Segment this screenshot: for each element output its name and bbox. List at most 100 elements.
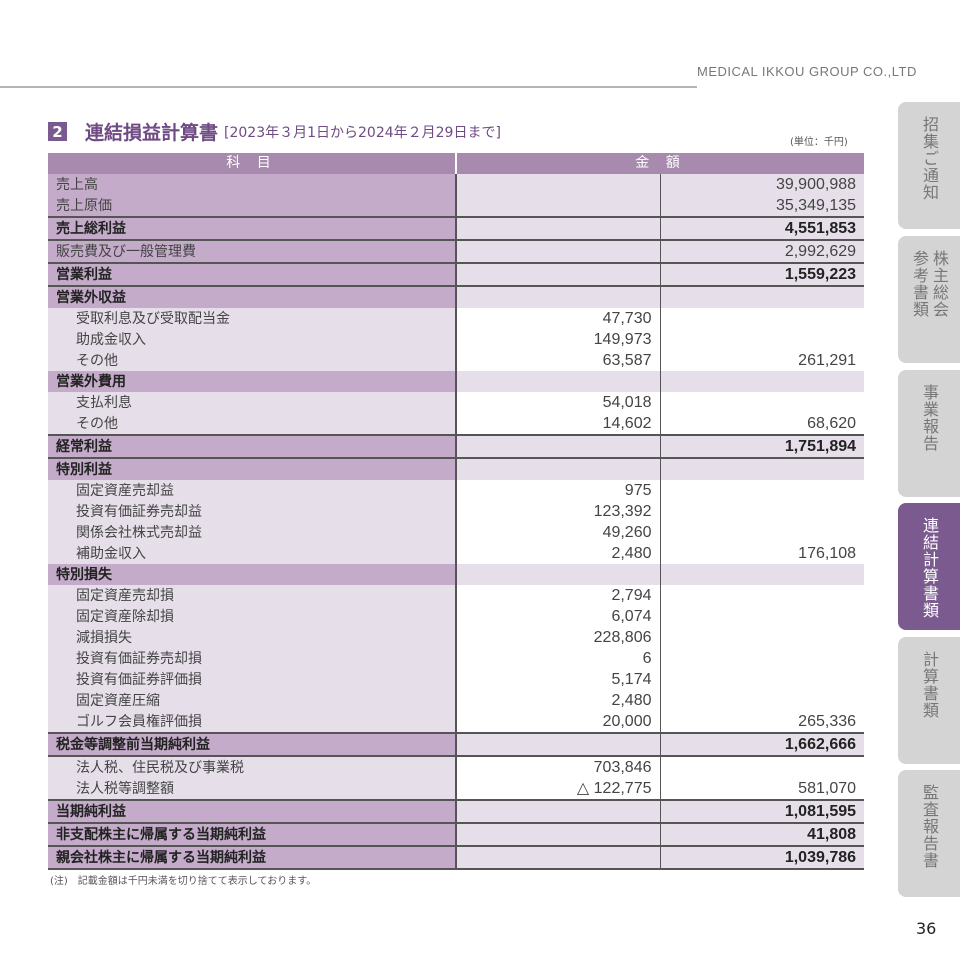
row-sub-amount: [455, 458, 660, 480]
nav-tab[interactable]: 監査報告書: [898, 770, 960, 897]
table-row: ゴルフ会員権評価損 20,000 265,336: [48, 711, 865, 733]
row-amount: [659, 648, 865, 669]
nav-tab[interactable]: 招集ご通知: [898, 102, 960, 229]
table-row: 投資有価証券評価損 5,174: [48, 669, 865, 690]
nav-tab[interactable]: 連結計算書類: [898, 503, 960, 630]
footnote: (注) 記載金額は千円未満を切り捨てて表示しております。: [50, 876, 317, 887]
table-row: 固定資産圧縮 2,480: [48, 690, 865, 711]
row-sub-amount: △ 122,775: [455, 778, 660, 800]
row-sub-amount: [455, 732, 660, 757]
row-sub-amount: [455, 262, 660, 287]
table-row: 営業外費用: [48, 371, 865, 392]
table-row: 特別利益: [48, 458, 865, 480]
table-row: 売上総利益 4,551,853: [48, 216, 865, 241]
row-label: 法人税、住民税及び事業税: [48, 756, 456, 778]
table-row: 固定資産売却損 2,794: [48, 585, 865, 606]
row-label: その他: [48, 413, 456, 435]
row-label: 売上高: [48, 174, 456, 195]
statement-block: 科 目 金 額 売上高 39,900,988 売上原価 35,349,135 売上総利益…: [48, 153, 865, 888]
row-amount: 2,992,629: [659, 240, 865, 263]
row-sub-amount: 975: [455, 480, 660, 501]
table-row: 特別損失: [48, 564, 865, 585]
row-amount: 1,559,223: [659, 262, 865, 287]
nav-tab-label: 株主総会参考書類: [910, 250, 949, 318]
row-amount: 4,551,853: [659, 216, 865, 241]
row-amount: 41,808: [659, 822, 865, 847]
row-label: 助成金収入: [48, 329, 456, 350]
table-row: その他 14,602 68,620: [48, 413, 865, 435]
page-number: 36: [916, 919, 937, 938]
nav-tab-label: 招集ご通知: [920, 116, 939, 201]
row-sub-amount: 2,794: [455, 585, 660, 606]
row-amount: [659, 669, 865, 690]
row-sub-amount: [455, 195, 660, 217]
row-amount: 265,336: [659, 711, 865, 733]
column-header-amount: 金 額: [456, 153, 865, 174]
row-label: 固定資産圧縮: [48, 690, 456, 711]
row-amount: 261,291: [659, 350, 865, 371]
table-row: その他 63,587 261,291: [48, 350, 865, 371]
row-amount: [659, 501, 865, 522]
section-title: 2 連結損益計算書 [2023年３月1日から2024年２月29日まで]: [48, 118, 501, 145]
row-label: 特別損失: [48, 564, 456, 585]
nav-tab[interactable]: 事業報告: [898, 370, 960, 497]
row-sub-amount: 123,392: [455, 501, 660, 522]
row-amount: [659, 458, 865, 480]
row-label: 固定資産売却損: [48, 585, 456, 606]
row-label: 固定資産売却益: [48, 480, 456, 501]
income-statement-table: 科 目 金 額 売上高 39,900,988 売上原価 35,349,135 売上総利益…: [48, 153, 865, 870]
statement-title: 連結損益計算書: [85, 122, 219, 144]
row-amount: [659, 286, 865, 308]
row-amount: 35,349,135: [659, 195, 865, 217]
row-label: 特別利益: [48, 458, 456, 480]
row-label: 経常利益: [48, 434, 456, 459]
row-sub-amount: 20,000: [455, 711, 660, 733]
table-row: 売上高 39,900,988: [48, 174, 865, 195]
row-label: 支払利息: [48, 392, 456, 413]
row-amount: [659, 690, 865, 711]
section-number-badge: 2: [48, 122, 67, 141]
row-amount: 68,620: [659, 413, 865, 435]
row-sub-amount: [455, 174, 660, 195]
row-amount: [659, 585, 865, 606]
table-row: 受取利息及び受取配当金 47,730: [48, 308, 865, 329]
row-label: 法人税等調整額: [48, 778, 456, 800]
nav-tab-label: 計算書類: [920, 651, 939, 719]
table-row: 営業利益 1,559,223: [48, 262, 865, 287]
row-label: 売上総利益: [48, 216, 456, 241]
nav-tab-label: 連結計算書類: [920, 517, 939, 619]
row-amount: 1,039,786: [659, 845, 865, 870]
nav-tab-label: 事業報告: [920, 384, 939, 452]
table-row: 法人税、住民税及び事業税 703,846: [48, 756, 865, 778]
table-row: 投資有価証券売却損 6: [48, 648, 865, 669]
row-sub-amount: [455, 564, 660, 585]
nav-tab[interactable]: 株主総会参考書類: [898, 236, 960, 363]
row-label: 投資有価証券売却益: [48, 501, 456, 522]
row-amount: [659, 606, 865, 627]
table-row: 非支配株主に帰属する当期純利益 41,808: [48, 822, 865, 847]
column-header-item: 科 目: [48, 153, 457, 174]
table-row: 当期純利益 1,081,595: [48, 799, 865, 824]
row-amount: [659, 756, 865, 778]
table-row: 補助金収入 2,480 176,108: [48, 543, 865, 564]
row-sub-amount: 2,480: [455, 543, 660, 564]
table-row: 減損損失 228,806: [48, 627, 865, 648]
row-sub-amount: [455, 240, 660, 263]
row-amount: 1,751,894: [659, 434, 865, 459]
row-label: 減損損失: [48, 627, 456, 648]
row-label: 非支配株主に帰属する当期純利益: [48, 822, 456, 847]
nav-tab[interactable]: 計算書類: [898, 637, 960, 764]
row-label: 投資有価証券売却損: [48, 648, 456, 669]
unit-label: (単位：千円): [790, 137, 848, 148]
row-label: 補助金収入: [48, 543, 456, 564]
row-sub-amount: [455, 822, 660, 847]
row-sub-amount: 228,806: [455, 627, 660, 648]
table-row: 経常利益 1,751,894: [48, 434, 865, 459]
row-sub-amount: [455, 216, 660, 241]
row-sub-amount: 47,730: [455, 308, 660, 329]
table-row: 助成金収入 149,973: [48, 329, 865, 350]
row-amount: [659, 308, 865, 329]
row-sub-amount: 6,074: [455, 606, 660, 627]
row-label: 売上原価: [48, 195, 456, 217]
